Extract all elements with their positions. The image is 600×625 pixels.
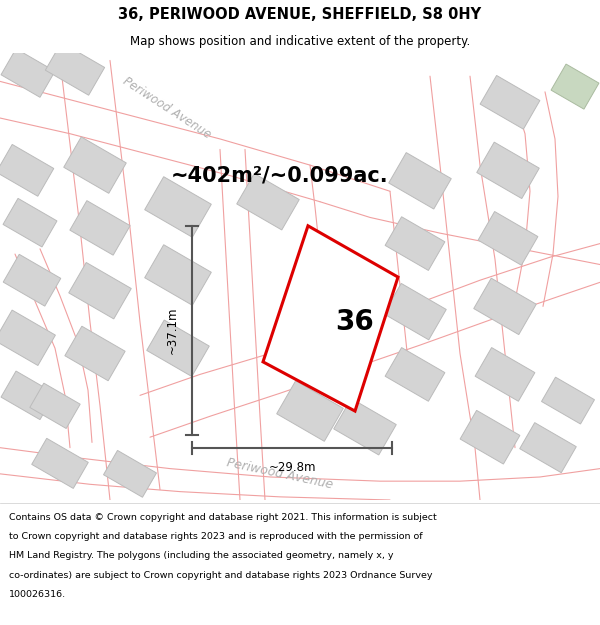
Polygon shape	[65, 326, 125, 381]
Polygon shape	[551, 64, 599, 109]
Polygon shape	[385, 217, 445, 271]
Polygon shape	[334, 399, 396, 455]
Polygon shape	[3, 254, 61, 306]
Text: 36, PERIWOOD AVENUE, SHEFFIELD, S8 0HY: 36, PERIWOOD AVENUE, SHEFFIELD, S8 0HY	[118, 8, 482, 22]
Polygon shape	[237, 174, 299, 230]
Polygon shape	[385, 348, 445, 401]
Polygon shape	[1, 371, 55, 419]
Polygon shape	[480, 76, 540, 129]
Text: 100026316.: 100026316.	[9, 590, 66, 599]
Polygon shape	[478, 211, 538, 265]
Polygon shape	[3, 198, 57, 247]
Text: ~37.1m: ~37.1m	[166, 307, 179, 354]
Polygon shape	[384, 283, 446, 340]
Text: co-ordinates) are subject to Crown copyright and database rights 2023 Ordnance S: co-ordinates) are subject to Crown copyr…	[9, 571, 433, 579]
Polygon shape	[145, 245, 211, 305]
Polygon shape	[460, 411, 520, 464]
Polygon shape	[0, 310, 55, 366]
Text: to Crown copyright and database rights 2023 and is reproduced with the permissio: to Crown copyright and database rights 2…	[9, 532, 422, 541]
Text: ~29.8m: ~29.8m	[268, 461, 316, 474]
Polygon shape	[0, 144, 54, 196]
Polygon shape	[30, 383, 80, 429]
Polygon shape	[520, 422, 576, 472]
Polygon shape	[145, 177, 211, 238]
Text: Periwood Avenue: Periwood Avenue	[226, 456, 334, 491]
Polygon shape	[475, 348, 535, 401]
Text: 36: 36	[335, 308, 374, 336]
Polygon shape	[477, 142, 539, 199]
Text: ~402m²/~0.099ac.: ~402m²/~0.099ac.	[171, 166, 389, 186]
Polygon shape	[64, 137, 126, 193]
Polygon shape	[263, 226, 398, 411]
Polygon shape	[70, 201, 130, 255]
Polygon shape	[32, 438, 88, 488]
Polygon shape	[542, 377, 595, 424]
Polygon shape	[277, 381, 343, 441]
Text: Map shows position and indicative extent of the property.: Map shows position and indicative extent…	[130, 35, 470, 48]
Polygon shape	[104, 451, 157, 498]
Text: HM Land Registry. The polygons (including the associated geometry, namely x, y: HM Land Registry. The polygons (includin…	[9, 551, 394, 560]
Polygon shape	[46, 42, 104, 95]
Polygon shape	[1, 49, 55, 98]
Text: Periwood Avenue: Periwood Avenue	[120, 74, 213, 141]
Text: Contains OS data © Crown copyright and database right 2021. This information is : Contains OS data © Crown copyright and d…	[9, 512, 437, 521]
Polygon shape	[389, 152, 451, 209]
Polygon shape	[474, 278, 536, 334]
Polygon shape	[69, 262, 131, 319]
Polygon shape	[147, 320, 209, 376]
